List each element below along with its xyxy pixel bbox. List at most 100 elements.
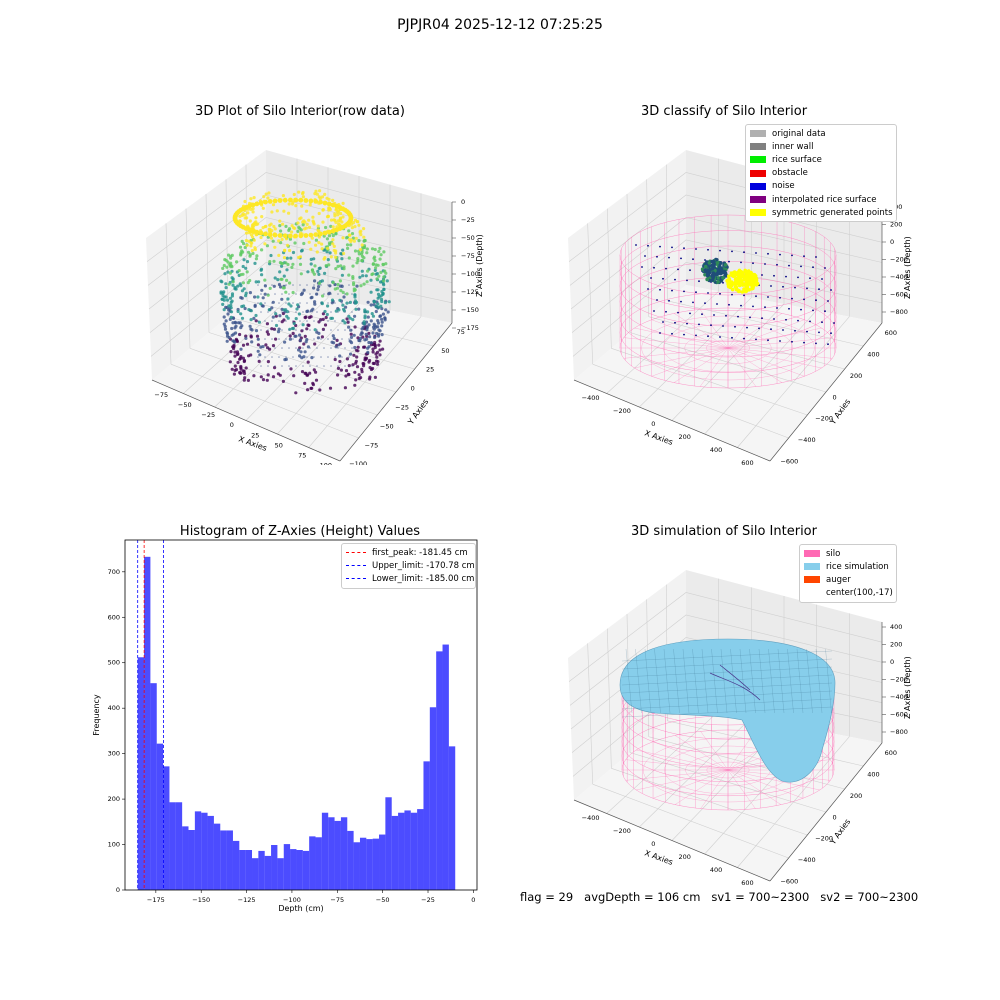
raw-point — [329, 316, 333, 320]
histogram-chart: −175 −150 −125 −100 −75 −50 −25 0 0 100 200 300 400… — [92, 539, 478, 913]
noise-point — [647, 244, 649, 247]
histogram-bar — [334, 820, 341, 890]
raw-point — [289, 367, 293, 371]
raw-point — [326, 246, 330, 250]
noise-point — [740, 304, 742, 307]
noise-point — [794, 286, 796, 289]
raw-point — [379, 314, 383, 318]
raw-point — [353, 383, 357, 387]
raw-point — [304, 315, 308, 319]
noise-point — [752, 305, 754, 308]
raw-point — [362, 235, 366, 239]
raw-point — [257, 359, 261, 363]
raw-point — [299, 216, 303, 220]
raw-point — [286, 297, 290, 301]
raw-point — [239, 253, 243, 257]
raw-point — [311, 270, 315, 274]
rice-mesh-line — [825, 648, 832, 714]
raw-point — [283, 248, 287, 252]
raw-point — [239, 347, 243, 351]
raw-point — [288, 311, 290, 313]
raw-point — [322, 230, 328, 236]
raw-point — [314, 189, 318, 193]
raw-point — [244, 294, 248, 298]
raw-point — [228, 264, 232, 268]
raw-point — [367, 340, 371, 345]
noise-point — [824, 310, 826, 313]
raw-point — [352, 281, 356, 285]
symmetric-point — [726, 281, 730, 285]
raw-point — [354, 307, 358, 311]
histogram-bar — [201, 812, 208, 890]
x-tick-label: 0 — [471, 896, 475, 904]
raw-point — [263, 292, 267, 296]
noise-point — [764, 263, 766, 265]
raw-point — [246, 203, 252, 209]
raw-point — [292, 356, 294, 358]
raw-point — [243, 199, 247, 204]
raw-point — [342, 295, 346, 299]
raw-point — [302, 241, 306, 246]
noise-point — [803, 255, 805, 258]
raw-point — [281, 329, 283, 331]
raw-point — [327, 234, 332, 238]
raw-point — [309, 311, 311, 313]
raw-point — [317, 211, 321, 216]
raw-point — [316, 269, 320, 273]
histogram-bar — [169, 802, 176, 890]
raw-z-tick-label: −175 — [461, 324, 479, 332]
raw-point — [322, 257, 326, 261]
raw-point — [337, 293, 339, 295]
raw-point — [341, 303, 345, 307]
noise-point — [782, 329, 784, 331]
raw-point — [332, 244, 336, 248]
raw-point — [287, 227, 292, 231]
silo-spoke — [673, 347, 729, 383]
noise-point — [806, 330, 808, 333]
rice-cluster-point — [711, 275, 715, 280]
noise-point — [734, 325, 736, 328]
histogram-bar — [188, 830, 195, 890]
raw-point — [320, 335, 324, 339]
raw-point — [264, 224, 268, 228]
noise-point — [764, 306, 766, 309]
raw-point — [308, 203, 312, 207]
raw-point — [353, 345, 357, 350]
classify-x-ticks: −400 −200 0 200 400 600 — [582, 394, 754, 465]
raw-point — [274, 311, 276, 313]
raw-point — [254, 280, 258, 284]
raw-point — [373, 268, 377, 272]
raw-point — [358, 275, 362, 279]
raw-point — [282, 256, 287, 260]
raw-point — [365, 247, 369, 251]
raw-point — [274, 293, 276, 295]
raw-point — [373, 258, 377, 263]
raw-3d-plot: −75 −50 −25 0 25 50 75 100 −100 −75 −50 −25 0 25 50 75… — [146, 150, 484, 465]
raw-point — [284, 224, 288, 228]
noise-point — [695, 291, 697, 294]
raw-point — [323, 311, 325, 313]
raw-point — [299, 350, 303, 354]
raw-point — [259, 267, 264, 271]
silo-spoke — [727, 347, 805, 377]
symmetric-point — [734, 285, 739, 290]
raw-point — [280, 264, 284, 268]
noise-point — [758, 327, 760, 330]
raw-point — [308, 371, 312, 375]
noise-point — [665, 267, 667, 270]
histogram-bar — [264, 855, 272, 890]
histogram-bar — [252, 858, 259, 890]
rice-mesh-line — [635, 648, 642, 714]
histogram-bar — [296, 850, 303, 890]
raw-point — [230, 367, 234, 371]
raw-y-tick-label: −100 — [349, 460, 367, 465]
raw-point — [244, 266, 248, 270]
rice-mesh-line — [621, 682, 833, 694]
histogram-bar — [372, 838, 380, 890]
rice-cluster-point — [707, 261, 712, 265]
raw-point — [267, 199, 273, 204]
raw-point — [254, 222, 258, 227]
raw-point — [282, 209, 286, 213]
raw-point — [358, 248, 363, 252]
raw-point — [307, 225, 312, 229]
